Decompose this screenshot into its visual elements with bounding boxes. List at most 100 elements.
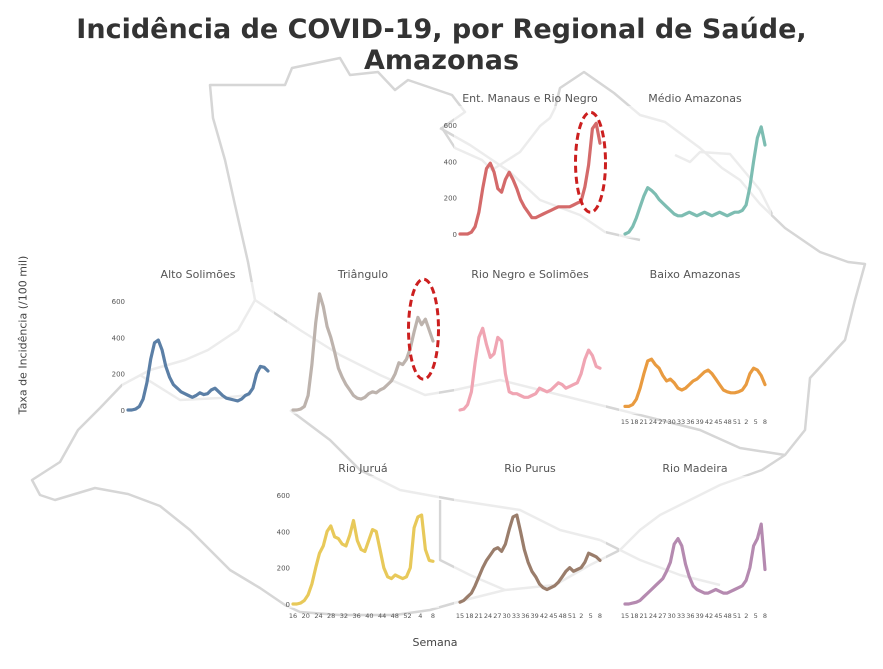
- x-tick-label: 48: [724, 418, 732, 426]
- panel-backdrop: [454, 282, 606, 414]
- x-tick-label: 2: [744, 612, 748, 620]
- x-tick-label: 40: [365, 612, 373, 620]
- x-tick-label: 24: [649, 418, 657, 426]
- panel-backdrop: [619, 282, 771, 414]
- x-tick-label: 52: [403, 612, 411, 620]
- series-line: [458, 326, 602, 412]
- x-tick-label: 5: [589, 612, 593, 620]
- x-tick-label: 36: [521, 612, 529, 620]
- x-tick-label: 2: [579, 612, 583, 620]
- series-line: [126, 338, 270, 412]
- x-tick-label: 8: [598, 612, 602, 620]
- y-tick-label: 0: [286, 601, 290, 609]
- panel-baixo-amazonas: Baixo Amazonas 15 18 21 24 27 30 33 36 39 42 45 48 51…: [615, 268, 775, 436]
- x-axis-label: Semana: [412, 636, 458, 649]
- x-tick-label: 45: [549, 612, 557, 620]
- x-tick-label: 32: [340, 612, 348, 620]
- panel-title: Rio Juruá: [338, 462, 388, 475]
- x-tick-label: 18: [630, 418, 638, 426]
- y-tick-label: 600: [112, 298, 125, 306]
- highlight-ellipse: [407, 277, 440, 381]
- x-tick-label: 44: [378, 612, 386, 620]
- y-tick-label: 200: [277, 565, 290, 573]
- x-tick-label: 27: [658, 418, 666, 426]
- x-tick-label: 36: [686, 612, 694, 620]
- x-tick-label: 20: [302, 612, 310, 620]
- panel-title: Rio Madeira: [662, 462, 728, 475]
- y-axis-label-text: Taxa de Incidência (/100 mil): [16, 255, 30, 415]
- panel-title: Médio Amazonas: [648, 92, 742, 105]
- series-line: [458, 121, 602, 236]
- series-line: [458, 513, 602, 604]
- x-tick-label: 51: [733, 612, 741, 620]
- x-tick-label: 28: [327, 612, 335, 620]
- y-tick-label: 400: [444, 158, 457, 166]
- panel-plot: [619, 106, 771, 238]
- x-tick-label: 15: [621, 612, 629, 620]
- y-tick-label: 0: [121, 407, 125, 415]
- panel-medio-amazonas: Médio Amazonas: [615, 92, 775, 260]
- panel-title: Rio Purus: [504, 462, 556, 475]
- y-tick-label: 200: [112, 371, 125, 379]
- panel-plot: 15 18 21 24 27 30 33 36 39 42 45 48 51 2 5 8: [619, 282, 771, 426]
- x-tick-label: 24: [314, 612, 322, 620]
- y-tick-label: 600: [444, 122, 457, 130]
- x-tick-label: 8: [431, 612, 435, 620]
- x-tick-label: 45: [714, 418, 722, 426]
- panel-plot: [454, 282, 606, 414]
- x-tick-label: 48: [391, 612, 399, 620]
- x-tick-label: 2: [744, 418, 748, 426]
- x-tick-label: 45: [714, 612, 722, 620]
- x-tick-label: 27: [658, 612, 666, 620]
- x-tick-label: 5: [754, 612, 758, 620]
- highlight-ellipse: [574, 110, 607, 214]
- panel-triangulo: Triângulo: [283, 268, 443, 436]
- x-tick-label: 48: [559, 612, 567, 620]
- x-tick-label: 48: [724, 612, 732, 620]
- x-tick-label: 4: [418, 612, 422, 620]
- series-line: [623, 357, 767, 408]
- x-tick-label: 33: [677, 612, 685, 620]
- panel-rio-negro-e-solimoes: Rio Negro e Solimões: [450, 268, 610, 436]
- x-tick-label: 21: [640, 612, 648, 620]
- panel-plot: 15 18 21 24 27 30 33 36 39 42 45 48 51 2 5 8: [619, 476, 771, 620]
- panel-backdrop: [454, 476, 606, 608]
- x-tick-label: 42: [705, 612, 713, 620]
- panel-plot: 0 200 400 600: [444, 106, 607, 239]
- y-tick-label: 0: [453, 231, 457, 239]
- panel-plot: 15 18 21 24 27 30 33 36 39 42 45 48 51 2 5 8: [454, 476, 606, 620]
- x-tick-label: 33: [512, 612, 520, 620]
- x-tick-label: 21: [640, 418, 648, 426]
- y-tick-label: 400: [277, 528, 290, 536]
- x-tick-label: 39: [696, 418, 704, 426]
- x-tick-label: 30: [503, 612, 511, 620]
- x-tick-label: 42: [705, 418, 713, 426]
- panel-rio-madeira: Rio Madeira 15 18 21 24 27 30 33 36 39 42 45 48 51 2 5 8: [615, 462, 775, 630]
- x-tick-label: 33: [677, 418, 685, 426]
- x-tick-label: 8: [763, 418, 767, 426]
- x-tick-label: 51: [733, 418, 741, 426]
- x-tick-label: 8: [763, 612, 767, 620]
- panel-title: Rio Negro e Solimões: [471, 268, 589, 281]
- series-line: [291, 513, 435, 606]
- x-tick-label: 24: [484, 612, 492, 620]
- y-tick-label: 400: [112, 334, 125, 342]
- x-tick-label: 36: [352, 612, 360, 620]
- x-tick-label: 39: [696, 612, 704, 620]
- x-tick-label: 21: [475, 612, 483, 620]
- series-line: [623, 125, 767, 236]
- x-tick-label: 30: [668, 418, 676, 426]
- x-tick-label: 15: [456, 612, 464, 620]
- panel-plot: [287, 277, 440, 414]
- x-tick-label: 39: [531, 612, 539, 620]
- panel-alto-solimoes: Alto Solimões 0 200 400 600: [112, 268, 278, 436]
- x-tick-label: 51: [568, 612, 576, 620]
- x-tick-label: 18: [630, 612, 638, 620]
- x-tick-label: 27: [493, 612, 501, 620]
- x-tick-label: 5: [754, 418, 758, 426]
- x-tick-label: 16: [289, 612, 297, 620]
- y-tick-label: 600: [277, 492, 290, 500]
- x-tick-label: 18: [465, 612, 473, 620]
- panel-title: Ent. Manaus e Rio Negro: [462, 92, 598, 105]
